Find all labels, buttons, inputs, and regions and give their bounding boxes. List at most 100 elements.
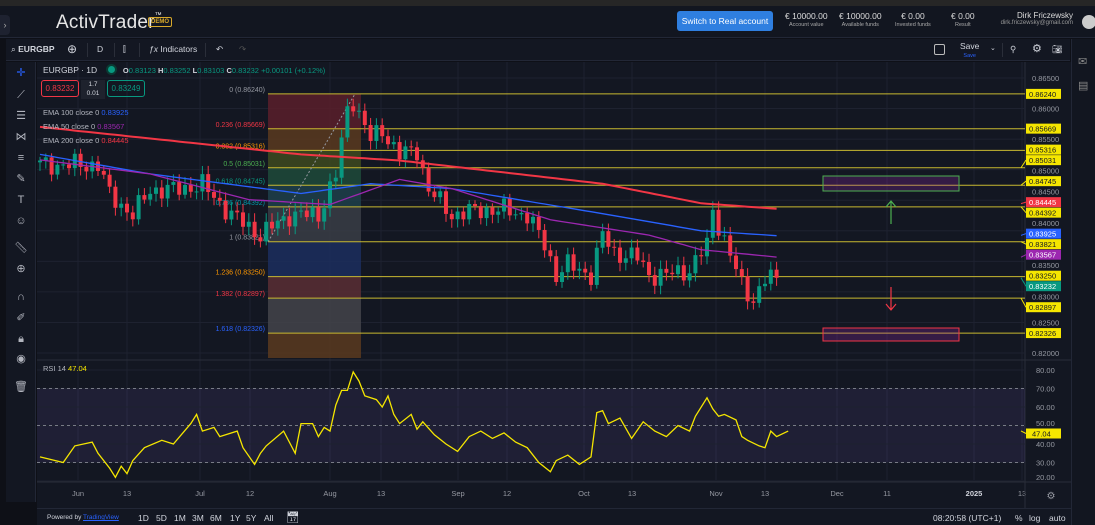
magnet-icon[interactable]: ∩: [17, 291, 25, 303]
undo-icon[interactable]: ↶: [216, 44, 224, 54]
range-5y[interactable]: 5Y: [246, 513, 257, 523]
candle-body: [664, 268, 669, 273]
ema-legend: EMA 100 close 0 0.83925 EMA 50 close 0 0…: [43, 106, 129, 148]
interval-button[interactable]: D: [97, 44, 104, 54]
fib-zone: [268, 333, 361, 358]
text-icon[interactable]: T: [17, 194, 25, 206]
log-toggle[interactable]: log: [1029, 513, 1041, 523]
sell-price-button[interactable]: 0.83232: [41, 80, 79, 97]
invested-funds: € 0.00 Invested funds: [895, 11, 931, 28]
ema-50-legend[interactable]: EMA 50 close 0 0.83567: [43, 122, 125, 131]
ruler-icon[interactable]: 📏︎: [14, 242, 28, 254]
emoji-icon[interactable]: ☺: [15, 215, 27, 227]
range-all[interactable]: All: [264, 513, 274, 523]
candle-body: [623, 258, 628, 263]
price-tag-leader: [1020, 254, 1027, 258]
pattern-icon[interactable]: ⋈: [15, 131, 27, 143]
fib-level-label: 1 (0.83821): [229, 235, 265, 242]
fib-zone: [268, 241, 361, 277]
redo-icon[interactable]: ↷: [239, 44, 247, 54]
lock-icon[interactable]: 🔒︎: [18, 333, 24, 345]
range-6m[interactable]: 6M: [210, 513, 222, 523]
price-tag-label: 0.84392: [1029, 209, 1056, 218]
zoom-in-icon[interactable]: ⊕: [16, 263, 26, 275]
quick-search-icon[interactable]: ⚲: [1010, 44, 1017, 54]
price-chart[interactable]: Jun 13 Jul 12 Aug 13 Sep 12 Oct 13 Nov 13 Dec 11 2025 1…: [37, 62, 1071, 508]
indicators-button[interactable]: ƒx Indicators: [149, 44, 198, 54]
crosshair-icon[interactable]: ✛: [16, 67, 26, 79]
ema-200-legend[interactable]: EMA 200 close 0 0.84445: [43, 136, 129, 145]
range-1d[interactable]: 1D: [138, 513, 149, 523]
percent-toggle[interactable]: %: [1015, 513, 1023, 523]
avatar[interactable]: [1082, 15, 1095, 29]
price-tag-label: 0.84445: [1029, 198, 1056, 207]
price-tag-label: 0.83250: [1029, 272, 1056, 281]
fib-retracement-icon[interactable]: ☰: [16, 110, 26, 122]
trash-icon[interactable]: 🗑︎: [14, 381, 28, 393]
candle-body: [577, 268, 582, 271]
fib-level-label: 0.5 (0.85031): [223, 161, 265, 168]
symbol-search[interactable]: ⌕ EURGBP: [11, 44, 55, 54]
price-axis-label: 0.83500: [1032, 261, 1059, 270]
price-tag-leader: [1020, 180, 1027, 186]
auto-toggle[interactable]: auto: [1049, 513, 1066, 523]
chevron-down-icon[interactable]: ⌄: [990, 45, 996, 52]
fib-level-label: 1.382 (0.82897): [216, 291, 265, 298]
rsi-axis-label: 20.00: [1036, 473, 1055, 482]
candle-body: [362, 110, 367, 126]
clock[interactable]: 08:20:58 (UTC+1): [933, 513, 1002, 523]
compare-add-icon[interactable]: ⊕: [67, 42, 78, 56]
candle-body: [548, 250, 553, 257]
candle-body: [531, 216, 535, 224]
candle-body: [84, 166, 89, 172]
candle-body: [699, 255, 704, 257]
candle-body: [154, 187, 158, 194]
candles-icon[interactable]: ⫿: [123, 44, 126, 54]
go-to-date-icon[interactable]: 📅︎: [286, 512, 300, 524]
ohlc-values: O0.83123 H0.83252 L0.83103 C0.83232 +0.0…: [122, 66, 326, 75]
candle-body: [43, 157, 48, 161]
switch-to-real-account-button[interactable]: Switch to Real account: [677, 11, 773, 31]
demo-badge: DEMO: [148, 17, 172, 27]
app-header: › ActivTrader™ DEMO Switch to Real accou…: [0, 6, 1095, 38]
candle-body: [565, 254, 570, 273]
price-tag: [1026, 328, 1061, 339]
expand-sidebar-button[interactable]: ›: [0, 15, 10, 35]
settings-gear-icon[interactable]: ⚙: [1047, 491, 1056, 502]
price-tag-label: 0.83567: [1029, 251, 1056, 260]
trend-line-icon[interactable]: ⟋: [17, 89, 25, 101]
camera-icon[interactable]: 📷︎: [1052, 44, 1063, 54]
eye-icon[interactable]: ◉: [16, 353, 26, 365]
brush-icon[interactable]: ✎: [16, 173, 26, 185]
rsi-axis-label: 40.00: [1036, 440, 1055, 449]
buy-price-button[interactable]: 0.83249: [107, 80, 145, 97]
lock-drawing-icon[interactable]: ✐: [16, 312, 26, 324]
range-3m[interactable]: 3M: [192, 513, 204, 523]
mail-icon[interactable]: ✉: [1078, 56, 1088, 68]
range-5d[interactable]: 5D: [156, 513, 167, 523]
range-1m[interactable]: 1M: [174, 513, 186, 523]
candle-body: [681, 265, 686, 281]
notes-icon[interactable]: ▤: [1078, 80, 1089, 92]
tradingview-link[interactable]: TradingView: [83, 514, 119, 521]
candle-body: [119, 203, 124, 208]
candle-body: [438, 191, 443, 198]
candle-body: [78, 153, 83, 167]
candle-body: [217, 197, 222, 201]
projection-icon[interactable]: ≡: [17, 152, 25, 164]
price-tag-label: 0.83821: [1029, 240, 1056, 249]
candle-body: [722, 235, 727, 237]
save-button[interactable]: Save Save: [960, 41, 980, 59]
gear-icon[interactable]: ⚙: [1032, 43, 1042, 55]
candle-body: [519, 212, 524, 215]
layout-square-icon[interactable]: [934, 44, 945, 55]
price-tag: [1026, 239, 1061, 250]
user-info[interactable]: Dirk Friczewsky dirk.friczewsky@gmail.com: [1000, 11, 1073, 26]
candle-body: [49, 157, 54, 175]
price-tag: [1026, 176, 1061, 187]
range-1y[interactable]: 1Y: [230, 513, 241, 523]
ema-100-legend[interactable]: EMA 100 close 0 0.83925: [43, 108, 129, 117]
window-top-strip: [0, 0, 1095, 6]
chart-legend: EURGBP · 1D O0.83123 H0.83252 L0.83103 C…: [43, 65, 325, 75]
candle-body: [159, 187, 164, 199]
